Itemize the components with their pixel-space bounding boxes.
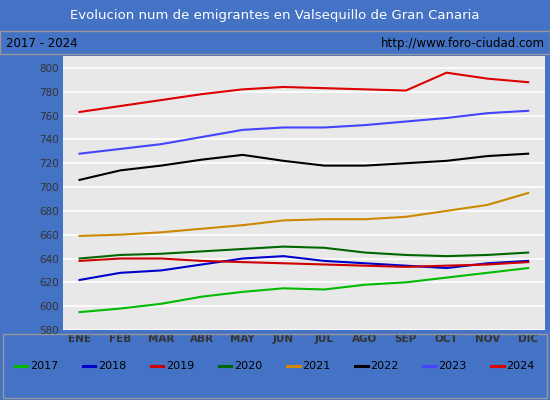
Text: 2017 - 2024: 2017 - 2024 — [6, 37, 77, 50]
Text: Evolucion num de emigrantes en Valsequillo de Gran Canaria: Evolucion num de emigrantes en Valsequil… — [70, 8, 480, 22]
Text: 2020: 2020 — [234, 361, 262, 371]
Text: 2023: 2023 — [438, 361, 466, 371]
Text: 2019: 2019 — [166, 361, 194, 371]
Text: 2022: 2022 — [370, 361, 399, 371]
Text: 2024: 2024 — [507, 361, 535, 371]
Text: 2017: 2017 — [30, 361, 58, 371]
Text: 2021: 2021 — [302, 361, 331, 371]
Text: http://www.foro-ciudad.com: http://www.foro-ciudad.com — [381, 37, 544, 50]
Text: 2018: 2018 — [98, 361, 126, 371]
